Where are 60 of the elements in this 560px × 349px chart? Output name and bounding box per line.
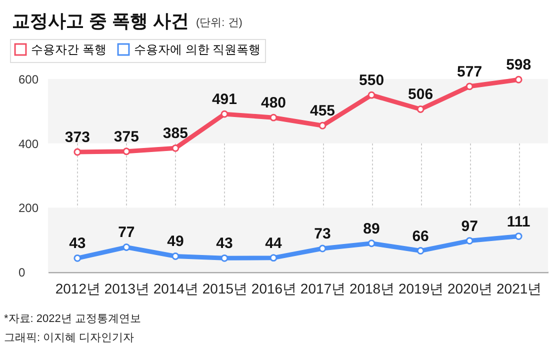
y-tick-label: 400 [18,136,39,151]
data-label: 44 [265,234,282,252]
legend-label: 수용자에 의한 직원폭행 [134,42,261,57]
y-tick-label: 600 [18,72,39,86]
x-tick-label: 2014년 [153,280,199,296]
chart-title: 교정사고 중 폭행 사건 [12,11,190,31]
x-tick-label: 2019년 [398,280,444,296]
point [416,106,424,113]
chart-subtitle: (단위: 건) [196,17,242,29]
point [220,254,228,262]
data-label: 97 [461,218,478,235]
data-label: 491 [212,91,237,108]
x-tick-label: 2015년 [202,280,248,296]
data-label: 73 [314,226,331,243]
text: 그래픽: 이지혜 디자인기자 [4,332,134,344]
data-label: 43 [69,235,86,252]
y-tick-label: 0 [18,266,26,280]
point [122,244,130,251]
data-label: 375 [114,128,139,146]
data-label: 49 [167,233,184,250]
data-label: 577 [457,63,482,80]
point [270,254,278,262]
data-label: 373 [64,129,90,146]
data-label: 455 [310,102,336,120]
point [368,91,376,99]
point [172,252,180,260]
text: *자료: 2022년 교정통계연보 [4,313,141,325]
data-label: 77 [118,224,135,242]
point [220,110,228,118]
point [466,237,474,244]
point [368,240,376,248]
point [318,122,326,130]
data-label: 480 [260,94,286,112]
point [416,247,424,254]
data-label: 89 [363,220,380,238]
point [318,244,326,252]
data-label: 598 [506,56,532,74]
x-tick-label: 2018년 [349,280,395,296]
legend-label: 수용자간 폭행 [31,42,106,57]
data-label: 506 [408,86,434,104]
data-label: 385 [162,125,188,142]
point [122,148,130,156]
point [270,114,278,122]
x-tick-label: 2020년 [447,280,493,296]
x-tick-label: 2021년 [496,280,542,296]
data-label: 111 [506,213,530,230]
point [74,148,82,156]
point [74,254,82,262]
y-tick-label: 200 [18,201,39,216]
x-tick-label: 2017년 [300,280,346,296]
point [514,232,522,240]
x-tick-label: 2013년 [104,280,150,296]
x-tick-label: 2016년 [251,280,297,296]
x-tick-label: 2012년 [55,280,100,296]
point [514,76,522,84]
point [172,144,180,152]
data-label: 550 [359,72,384,90]
point [466,82,474,90]
data-label: 43 [216,235,233,252]
data-label: 66 [412,228,429,245]
